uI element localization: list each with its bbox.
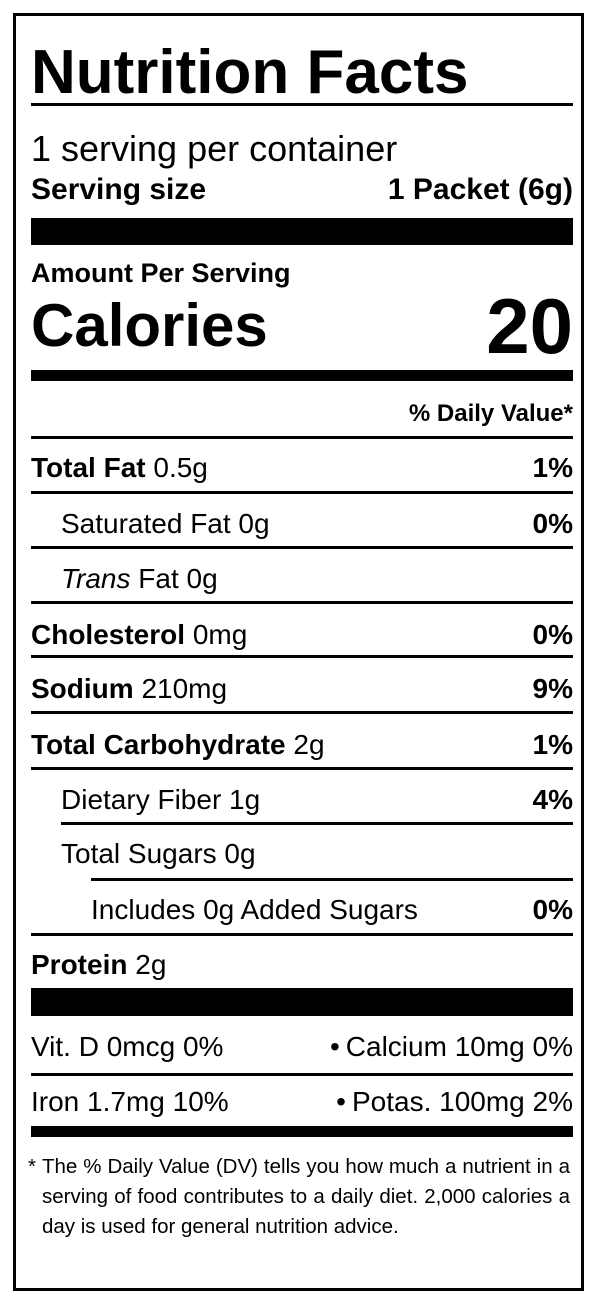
nutrient-name: Total Sugars 0g: [61, 838, 256, 869]
rule: [31, 103, 573, 106]
nutrient-row: Trans Fat 0g: [31, 562, 573, 596]
nutrient-row: Saturated Fat 0g 0%: [31, 507, 573, 541]
nutrient-label: Total Fat 0.5g: [31, 451, 208, 485]
medium-bar: [31, 370, 573, 381]
rule: [31, 711, 573, 714]
nutrient-label: Includes 0g Added Sugars: [31, 893, 418, 927]
nutrient-name: Fat 0g: [138, 563, 218, 594]
calories-label: Calories: [31, 292, 268, 359]
nutrient-label: Total Carbohydrate 2g: [31, 728, 325, 762]
nutrient-label: Dietary Fiber 1g: [31, 783, 260, 817]
nutrient-label: Sodium 210mg: [31, 672, 227, 706]
nutrient-amount: 0mg: [192, 619, 248, 650]
nutrient-name: Dietary Fiber 1g: [61, 784, 261, 815]
nutrient-name-italic: Trans: [61, 563, 131, 594]
vitamin-text: Potas. 100mg 2%: [351, 1086, 573, 1117]
nutrient-row: Total Fat 0.5g 1%: [31, 451, 573, 485]
rule: [31, 436, 573, 439]
title: Nutrition Facts: [31, 38, 469, 107]
vitamin-row: Iron 1.7mg 10% • Potas. 100mg 2%: [31, 1085, 573, 1119]
vitamin: Vit. D 0mcg 0%: [31, 1031, 224, 1062]
nutrient-dv: 0%: [532, 894, 573, 925]
nutrient-name: Cholesterol: [31, 619, 186, 650]
serving-size-value: 1 Packet (6g): [387, 173, 573, 206]
nutrient-label: Saturated Fat 0g: [31, 507, 270, 541]
nutrient-label: Trans Fat 0g: [31, 562, 218, 596]
calories-value: 20: [486, 282, 573, 370]
nutrient-row: Sodium 210mg 9%: [31, 672, 573, 706]
rule: [31, 491, 573, 494]
vitamin-text: Calcium 10mg 0%: [345, 1031, 573, 1062]
rule: [91, 878, 573, 881]
vitamin: • Calcium 10mg 0%: [330, 1030, 573, 1064]
vitamin: • Potas. 100mg 2%: [336, 1085, 573, 1119]
nutrient-label: Cholesterol 0mg: [31, 618, 247, 652]
nutrition-label: Nutrition Facts 1 serving per container …: [13, 13, 584, 1291]
nutrient-row: Total Sugars 0g: [31, 837, 573, 871]
nutrient-dv: 0%: [532, 619, 573, 650]
nutrient-name: Total Fat: [31, 452, 146, 483]
nutrient-dv: 1%: [532, 729, 573, 760]
nutrient-label: Protein 2g: [31, 948, 166, 982]
nutrient-row: Cholesterol 0mg 0%: [31, 618, 573, 652]
servings: 1 serving per container: [31, 128, 398, 169]
nutrient-row: Total Carbohydrate 2g 1%: [31, 728, 573, 762]
bullet: •: [336, 1086, 346, 1117]
rule: [31, 655, 573, 658]
amount-per-serving: Amount Per Serving: [31, 258, 291, 288]
dv-header: % Daily Value*: [31, 397, 573, 431]
thick-bar: [31, 988, 573, 1016]
nutrient-row: Dietary Fiber 1g 4%: [31, 783, 573, 817]
nutrient-dv: 0%: [532, 508, 573, 539]
nutrient-amount: 210mg: [141, 673, 228, 704]
nutrient-dv: 4%: [532, 784, 573, 815]
nutrient-name: Total Carbohydrate: [31, 729, 286, 760]
calories: Calories 20: [31, 286, 573, 366]
serving-size-label: Serving size: [31, 173, 207, 206]
thick-bar: [31, 218, 573, 245]
nutrient-dv: 1%: [532, 452, 573, 483]
dv-header-text: % Daily Value*: [408, 400, 573, 427]
rule: [31, 601, 573, 604]
vitamin: Iron 1.7mg 10%: [31, 1086, 229, 1117]
rule: [31, 546, 573, 549]
nutrient-dv: 9%: [532, 673, 573, 704]
nutrient-name: Includes 0g Added Sugars: [91, 894, 418, 925]
nutrient-row: Includes 0g Added Sugars 0%: [31, 893, 573, 927]
rule: [31, 1073, 573, 1076]
rule: [61, 822, 573, 825]
bullet: •: [329, 1031, 340, 1062]
rule: [31, 933, 573, 936]
vitamin-row: Vit. D 0mcg 0% • Calcium 10mg 0%: [31, 1030, 573, 1064]
footnote-text: The % Daily Value (DV) tells you how muc…: [42, 1155, 570, 1238]
nutrient-amount: 0.5g: [153, 452, 208, 483]
nutrient-amount: 2g: [135, 949, 167, 980]
nutrient-name: Protein: [31, 949, 128, 980]
nutrient-amount: 2g: [293, 729, 325, 760]
nutrient-row: Protein 2g: [31, 948, 573, 982]
footnote: * The % Daily Value (DV) tells you how mu…: [28, 1152, 570, 1242]
medium-bar: [31, 1126, 573, 1137]
rule: [31, 767, 573, 770]
serving-size: Serving size 1 Packet (6g): [31, 173, 573, 207]
nutrient-name: Saturated Fat 0g: [61, 508, 270, 539]
nutrient-label: Total Sugars 0g: [31, 837, 256, 871]
nutrient-name: Sodium: [31, 673, 134, 704]
footnote-mark: *: [28, 1155, 36, 1178]
